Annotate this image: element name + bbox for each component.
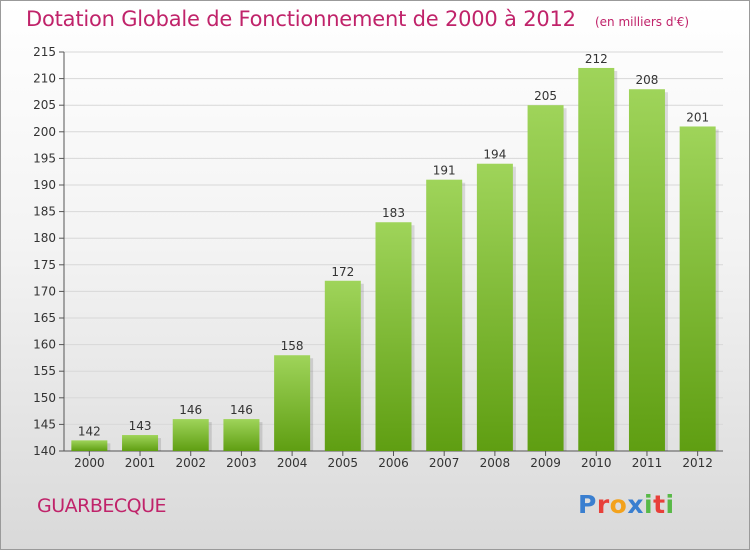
bar-2002 <box>172 419 209 451</box>
bar-value-label: 212 <box>585 52 608 66</box>
bar-value-label: 172 <box>331 265 354 279</box>
x-tick-label: 2012 <box>682 456 713 470</box>
bar-2003 <box>223 419 260 451</box>
x-tick-label: 2003 <box>226 456 257 470</box>
bar-value-label: 183 <box>382 206 405 220</box>
bar-2011 <box>628 89 665 452</box>
y-tick-label: 195 <box>33 151 56 165</box>
bar-2008 <box>476 163 513 451</box>
y-tick-label: 145 <box>33 417 56 431</box>
title-row: Dotation Globale de Fonctionnement de 20… <box>26 7 689 31</box>
x-tick-label: 2008 <box>480 456 511 470</box>
y-tick-label: 165 <box>33 311 56 325</box>
bar-value-label: 208 <box>636 73 659 87</box>
y-tick-label: 200 <box>33 125 56 139</box>
bar-value-label: 201 <box>686 110 709 124</box>
y-tick-label: 170 <box>33 284 56 298</box>
bar-2001 <box>122 435 159 451</box>
logo-letter: r <box>596 490 610 519</box>
y-tick-label: 155 <box>33 364 56 378</box>
bar-2006 <box>375 222 412 451</box>
logo-letter: o <box>609 490 628 519</box>
bar-value-label: 158 <box>281 339 304 353</box>
commune-name: GUARBECQUE <box>37 495 167 517</box>
y-tick-label: 210 <box>33 72 56 86</box>
y-tick-label: 160 <box>33 338 56 352</box>
bar-2000 <box>71 440 108 451</box>
x-tick-label: 2006 <box>378 456 409 470</box>
x-tick-label: 2011 <box>632 456 663 470</box>
bar-value-label: 205 <box>534 89 557 103</box>
y-tick-label: 205 <box>33 98 56 112</box>
y-tick-label: 190 <box>33 178 56 192</box>
x-tick-label: 2009 <box>530 456 561 470</box>
bar-value-label: 194 <box>483 148 506 162</box>
bar-value-label: 143 <box>129 419 152 433</box>
label-layer: 142 143 146 146 158 172 183 191 194 205 212 208 201 <box>78 52 709 438</box>
bar-2010 <box>578 67 615 452</box>
bar-2007 <box>426 179 463 451</box>
bar-2009 <box>527 105 564 451</box>
x-tick-label: 2002 <box>175 456 206 470</box>
logo-letter: i <box>644 490 654 519</box>
x-tick-label: 2000 <box>74 456 105 470</box>
x-tick-label: 2007 <box>429 456 460 470</box>
x-tick-label: 2001 <box>125 456 156 470</box>
x-tick-label: 2004 <box>277 456 308 470</box>
chart-title: Dotation Globale de Fonctionnement de 20… <box>26 7 576 31</box>
logo-letter: i <box>665 490 675 519</box>
bar-value-label: 142 <box>78 424 101 438</box>
bar-value-label: 146 <box>230 403 253 417</box>
bar-2005 <box>324 280 361 451</box>
logo-letter: P <box>578 490 597 519</box>
x-tick-label: 2010 <box>581 456 612 470</box>
logo-letter: t <box>653 490 666 519</box>
y-tick-label: 180 <box>33 231 56 245</box>
y-tick-label: 185 <box>33 205 56 219</box>
logo-letter: x <box>627 490 644 519</box>
bar-value-label: 146 <box>179 403 202 417</box>
x-tick-label: 2005 <box>328 456 359 470</box>
proxiti-logo[interactable]: Proxiti <box>578 490 675 519</box>
bar-2004 <box>274 355 311 451</box>
y-tick-label: 150 <box>33 391 56 405</box>
bar-layer <box>71 67 719 452</box>
axis-layer: 1401451501551601651701751801851901952002… <box>33 45 723 470</box>
bar-2012 <box>679 126 716 451</box>
y-tick-label: 140 <box>33 444 56 458</box>
y-tick-label: 175 <box>33 258 56 272</box>
y-tick-label: 215 <box>33 45 56 59</box>
bar-value-label: 191 <box>433 164 456 178</box>
chart-subtitle: (en milliers d'€) <box>594 15 690 29</box>
